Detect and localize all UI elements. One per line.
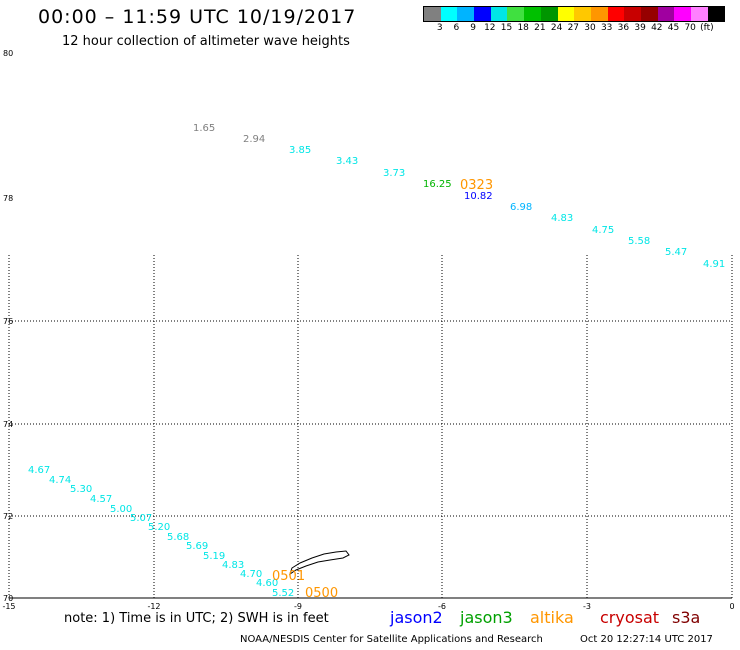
color-scale-label: 42	[651, 23, 663, 33]
color-swatch	[590, 7, 608, 21]
color-swatch	[424, 7, 441, 21]
longitude-label: -15	[2, 602, 15, 611]
color-swatch	[557, 7, 575, 21]
lat-lon-grid	[8, 255, 733, 599]
wave-height-label: 10.82	[464, 191, 493, 202]
longitude-labels: -15 -12 -9 -6 -3 0	[2, 602, 734, 611]
color-scale-label: 6	[453, 23, 460, 33]
color-swatch	[574, 7, 591, 21]
latitude-label: 78	[3, 194, 13, 203]
wave-height-label: 4.83	[551, 213, 573, 224]
latitude-label: 76	[3, 317, 13, 326]
wave-height-label: 5.69	[186, 541, 208, 552]
color-scale-label: 3	[436, 23, 443, 33]
color-scale-label: 27	[567, 23, 580, 33]
latitude-labels: 80 78 76 74 72 70	[3, 49, 13, 603]
wave-height-label: 5.58	[628, 236, 650, 247]
wave-height-label: 5.19	[203, 551, 225, 562]
color-scale-label: 9	[470, 23, 476, 33]
wave-height-label: 4.74	[49, 475, 71, 486]
longitude-label: 0	[729, 602, 734, 611]
color-swatch	[474, 7, 491, 21]
wave-height-label: 5.52	[272, 588, 294, 599]
longitude-label: -9	[294, 602, 302, 611]
color-swatch	[457, 7, 475, 21]
color-swatch	[490, 7, 508, 21]
wave-height-label: 3.73	[383, 168, 405, 179]
color-swatch	[624, 7, 641, 21]
upper-track: 1.65 2.94 3.85 3.43 3.73 16.25 10.82 6.98 4.83 4.…	[193, 123, 725, 270]
wave-height-label: 4.75	[592, 225, 614, 236]
latitude-label: 80	[3, 49, 13, 58]
wave-height-label: 5.68	[167, 532, 189, 543]
wave-height-label: 4.83	[222, 560, 244, 571]
color-scale-labels: 3 6 9 12 15 18 21 24 27 30 33 36 39 42 45 70 (ft)	[423, 23, 733, 35]
color-swatch	[640, 7, 658, 21]
page-title: 00:00 – 11:59 UTC 10/19/2017	[38, 6, 357, 28]
longitude-label: -6	[438, 602, 446, 611]
color-scale-label: 36	[617, 23, 630, 33]
wave-height-label: 5.00	[110, 504, 132, 515]
wave-height-label: 4.60	[256, 578, 278, 589]
wave-height-label: 4.70	[240, 569, 262, 580]
color-scale-label: 18	[517, 23, 529, 33]
pass-time-label: 0323	[460, 178, 493, 193]
satellite-jason3: jason3	[460, 608, 513, 627]
wave-height-label: 5.20	[148, 522, 170, 533]
color-swatch	[524, 7, 541, 21]
wave-height-label: 2.94	[243, 134, 265, 145]
wave-height-label: 1.65	[193, 123, 215, 134]
legend-note: note: 1) Time is in UTC; 2) SWH is in fe…	[64, 611, 329, 626]
latitude-label: 70	[3, 594, 13, 603]
color-scale-bar	[423, 6, 726, 22]
wave-height-label: 5.07	[130, 513, 152, 524]
color-swatch	[707, 7, 725, 21]
color-scale-label: 21	[534, 23, 546, 33]
pass-time-label: 0501	[272, 569, 305, 584]
wave-height-label: 3.43	[336, 156, 358, 167]
wave-height-label: 4.57	[90, 494, 112, 505]
color-scale-label: 12	[484, 23, 496, 33]
wave-height-label: 6.98	[510, 202, 532, 213]
wave-height-label: 4.67	[28, 465, 50, 476]
satellite-jason2: jason2	[390, 608, 443, 627]
island-outline	[289, 550, 350, 576]
color-swatch	[674, 7, 691, 21]
footer-credit: NOAA/NESDIS Center for Satellite Applica…	[240, 634, 543, 645]
wave-height-label: 5.30	[70, 484, 92, 495]
pass-time-label: 0500	[305, 586, 338, 601]
wave-height-label: 3.85	[289, 145, 311, 156]
lower-track: 4.674.745.304.575.005.075.205.685.695.19…	[28, 465, 294, 599]
longitude-label: -12	[147, 602, 160, 611]
color-swatch	[657, 7, 675, 21]
color-swatch	[691, 7, 708, 21]
color-scale-label: 70	[684, 23, 696, 33]
wave-height-label: 16.25	[423, 179, 452, 190]
color-swatch	[507, 7, 525, 21]
latitude-label: 72	[3, 512, 13, 521]
color-scale-label: 24	[550, 23, 563, 33]
color-swatch	[540, 7, 558, 21]
color-swatch	[607, 7, 625, 21]
satellite-cryosat: cryosat	[600, 608, 660, 627]
color-scale-label: (ft)	[700, 23, 714, 33]
wave-height-label: 4.91	[703, 259, 725, 270]
satellite-s3a: s3a	[672, 608, 701, 627]
color-scale-label: 15	[500, 23, 513, 33]
wave-height-label: 5.47	[665, 247, 687, 258]
footer-timestamp: Oct 20 12:27:14 UTC 2017	[580, 634, 713, 645]
longitude-label: -3	[583, 602, 591, 611]
color-swatch	[440, 7, 458, 21]
color-scale-label: 39	[634, 23, 646, 33]
page-subtitle: 12 hour collection of altimeter wave hei…	[62, 34, 350, 49]
latitude-label: 74	[3, 420, 13, 429]
color-scale-label: 45	[667, 23, 680, 33]
satellite-altika: altika	[530, 608, 574, 627]
color-scale-label: 30	[584, 23, 596, 33]
color-scale-label: 33	[600, 23, 613, 33]
